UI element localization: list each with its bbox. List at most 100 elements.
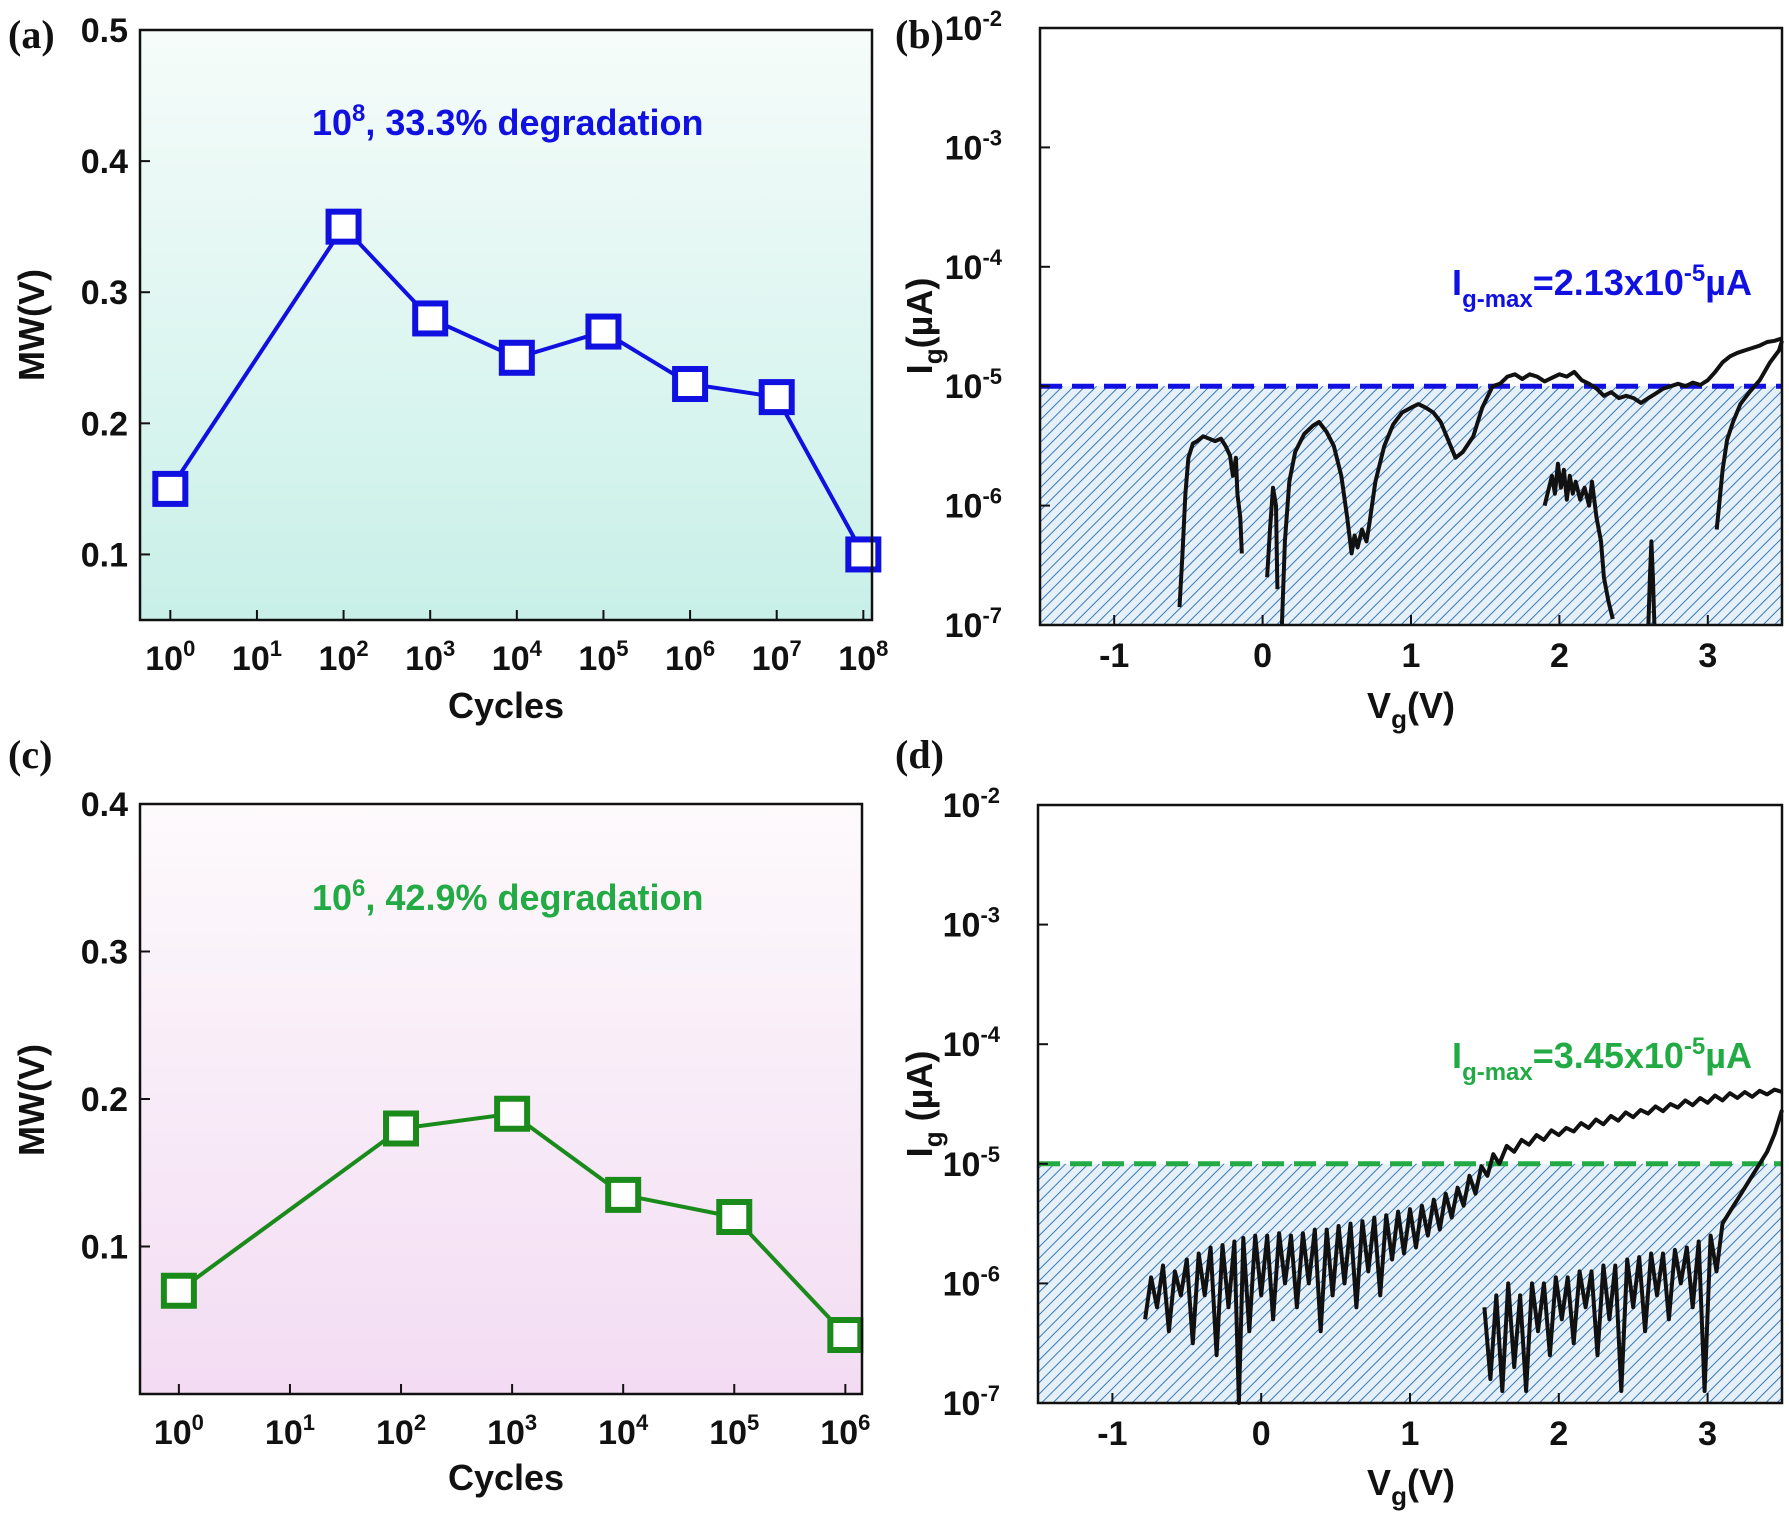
panel-b-ig-curve — [1265, 485, 1280, 590]
panel-b-annot-rest1: =2.13x10 — [1533, 262, 1684, 303]
panel-b-ytick-label: 10-5 — [945, 364, 1002, 406]
panel-c-series-line — [177, 1111, 847, 1337]
panel-b-xtick-label: 3 — [1698, 637, 1717, 675]
panel-b-xlabel: Vg(V) — [1367, 685, 1455, 734]
panel-d-ytick-label: 10-6 — [943, 1261, 1000, 1303]
panel-a-ytick-label: 0.1 — [81, 536, 128, 574]
panel-c-xtick-label: 101 — [265, 1410, 315, 1452]
panel-a-annotation: 108, 33.3% degradation — [312, 100, 704, 143]
panel-d-xtick-label: -1 — [1097, 1415, 1127, 1453]
panel-a-data-point — [152, 470, 189, 507]
panel-d: (d) -1 0 1 2 310-710-610-510-410-310-2 Vg(V)… — [895, 732, 1784, 1511]
panel-a-xtick-label: 103 — [405, 636, 455, 678]
panel-d-ytick-label: 10-4 — [943, 1022, 1001, 1064]
panel-d-xlabel-main: V — [1367, 1462, 1391, 1503]
panel-a-frame — [138, 28, 874, 622]
panel-b-annotation: Ig-max=2.13x10-5µA — [1452, 260, 1752, 313]
panel-d-ytick-label: 10-2 — [943, 783, 1000, 825]
panel-b-label: (b) — [895, 12, 944, 57]
panel-a-ytick-label: 0.5 — [81, 12, 128, 50]
panel-d-xtick-label: 1 — [1401, 1415, 1420, 1453]
panel-a-xtick-label: 107 — [752, 636, 802, 678]
panel-c-xtick-label: 102 — [376, 1410, 426, 1452]
panel-c: (c) 100 101 102 103 104 105 106 0.1 0.2 0.3 0.4 Cy… — [8, 732, 870, 1498]
panel-c-ytick-label: 0.4 — [81, 786, 128, 824]
panel-d-ytick-label: 10-5 — [943, 1142, 1000, 1184]
panel-d-xlabel-rest: (V) — [1407, 1462, 1455, 1503]
panel-d-xtick-label: 0 — [1252, 1415, 1271, 1453]
panel-b-ytick-label: 10-3 — [945, 125, 1002, 167]
panel-b-xtick-label: 1 — [1402, 637, 1421, 675]
panel-d-frame — [1036, 803, 1784, 1405]
panel-c-xtick-label: 106 — [820, 1410, 870, 1452]
panel-d-ytick-label: 10-7 — [943, 1381, 1000, 1423]
panel-c-annot-base: 10 — [312, 877, 352, 918]
panel-b-ylabel-sub: g — [918, 348, 948, 364]
panel-c-annot-exp: 6 — [352, 875, 365, 902]
panel-b-annot-exp: -5 — [1684, 260, 1705, 287]
panel-d-xtick-label: 2 — [1549, 1415, 1568, 1453]
panel-c-ytick-label: 0.3 — [81, 934, 128, 972]
panel-d-xlabel-sub: g — [1391, 1481, 1407, 1511]
panel-c-xtick-label: 104 — [598, 1410, 649, 1452]
panel-b-xtick-label: 2 — [1550, 637, 1569, 675]
panel-d-ylabel: Ig (µA) — [899, 1051, 948, 1158]
panel-d-xlabel: Vg(V) — [1367, 1462, 1455, 1511]
panel-b-xlabel-rest: (V) — [1407, 685, 1455, 726]
panel-b-ig-curve — [1542, 461, 1615, 620]
panel-b-ig-curve — [1279, 336, 1783, 626]
panel-b-annot-rest2: µA — [1705, 262, 1752, 303]
panel-d-ylabel-sub: g — [918, 1131, 948, 1147]
panel-d-ylabel-main: I — [899, 1147, 940, 1157]
panel-d-ytick-label: 10-3 — [943, 903, 1000, 945]
panel-b-ytick-label: 10-4 — [945, 245, 1003, 287]
panel-b-annot-main: I — [1452, 262, 1462, 303]
panel-b-ytick-label: 10-6 — [945, 484, 1002, 526]
panel-c-annot-rest: , 42.9% degradation — [365, 877, 703, 918]
panel-a-xtick-label: 105 — [578, 636, 628, 678]
panel-d-annot-sub: g-max — [1462, 1059, 1533, 1086]
panel-a-xlabel: Cycles — [448, 685, 564, 726]
panel-c-ytick-label: 0.2 — [81, 1081, 128, 1119]
panel-d-ig-curve — [1143, 1087, 1783, 1405]
panel-a-plot-bg — [140, 30, 872, 620]
panel-a-xtick-label: 102 — [319, 636, 369, 678]
panel-c-ylabel: MW(V) — [11, 1044, 52, 1156]
panel-b-ig-curve — [1714, 340, 1784, 530]
panel-a-data-point — [325, 208, 362, 245]
panel-a-xtick-label: 106 — [665, 636, 715, 678]
panel-c-xtick-label: 105 — [709, 1410, 759, 1452]
panel-a-ylabel: MW(V) — [11, 269, 52, 381]
panel-a-ytick-label: 0.2 — [81, 405, 128, 443]
panel-c-xtick-label: 103 — [487, 1410, 537, 1452]
panel-b-ig-curve — [1646, 539, 1657, 626]
panel-c-ytick-label: 0.1 — [81, 1229, 128, 1267]
panel-a-xtick-label: 104 — [492, 636, 543, 678]
panel-b-hatch-region — [1040, 386, 1782, 625]
panel-a-data-point — [672, 366, 709, 402]
panel-c-label: (c) — [8, 732, 52, 777]
panel-a-xtick-label: 100 — [145, 636, 195, 678]
panel-a: (a) 100 101 102 103 104 105 106 107 108 0.1 0.2 0.3… — [8, 12, 888, 726]
panel-b-ig-curve — [1177, 434, 1244, 608]
panel-b-xlabel-main: V — [1367, 685, 1391, 726]
panel-c-data-point — [494, 1095, 531, 1132]
panel-c-xlabel: Cycles — [448, 1457, 564, 1498]
panel-b-ylabel-main: I — [899, 364, 940, 374]
panel-d-annot-exp: -5 — [1684, 1033, 1705, 1060]
panel-d-annot-rest2: µA — [1705, 1035, 1752, 1076]
panel-b-ylabel-rest: (µA) — [899, 278, 940, 349]
panel-a-data-point — [845, 536, 882, 573]
panel-a-data-point — [758, 379, 795, 416]
panel-d-xtick-label: 3 — [1698, 1415, 1717, 1453]
panel-d-annot-main: I — [1452, 1035, 1462, 1076]
panel-b-ytick-label: 10-7 — [945, 603, 1002, 645]
panel-c-data-point — [160, 1272, 197, 1309]
panel-a-ytick-label: 0.4 — [81, 143, 128, 181]
panel-b: (b) -1 0 1 2 310-710-610-510-410-310-2 Vg(V)… — [895, 6, 1784, 734]
panel-d-ylabel-rest: (µA) — [899, 1051, 940, 1132]
panel-a-data-point — [585, 313, 622, 350]
panel-a-data-point — [498, 339, 535, 376]
panel-a-label: (a) — [8, 12, 55, 57]
